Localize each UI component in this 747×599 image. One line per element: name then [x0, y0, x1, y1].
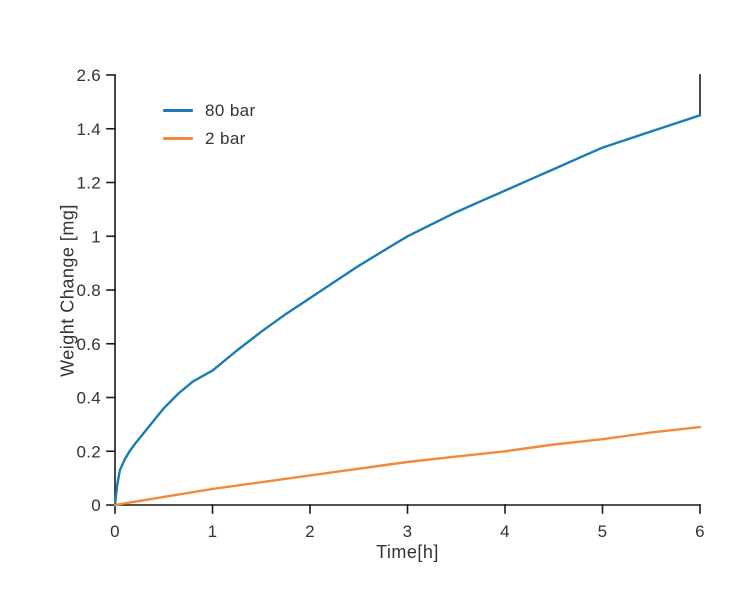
y-tick-label: 1.2	[76, 174, 101, 193]
legend-label-2bar: 2 bar	[205, 128, 246, 148]
series-line-2-bar	[113, 425, 702, 507]
x-tick-label: 2	[305, 522, 315, 541]
y-tick-label: 0	[91, 496, 101, 515]
y-tick-label: 0.6	[76, 335, 101, 354]
legend: 80 bar 2 bar	[163, 100, 256, 149]
legend-item-2bar: 2 bar	[163, 128, 256, 149]
y-tick-label: 0.2	[76, 442, 101, 461]
y-tick-label: 2.6	[76, 66, 101, 85]
y-tick-label: 1.4	[76, 120, 101, 139]
legend-swatch-2bar	[163, 137, 193, 140]
x-tick-label: 1	[208, 522, 218, 541]
y-tick-label: 1	[91, 227, 101, 246]
y-axis-title: Weight Change [mg]	[57, 204, 78, 377]
legend-swatch-80bar	[163, 109, 193, 112]
x-tick-label: 5	[598, 522, 608, 541]
y-tick-label: 0.8	[76, 281, 101, 300]
x-tick-label: 6	[695, 522, 705, 541]
x-axis-title: Time[h]	[376, 542, 439, 562]
x-tick-label: 3	[403, 522, 413, 541]
legend-item-80bar: 80 bar	[163, 100, 256, 121]
x-tick-label: 0	[110, 522, 120, 541]
series-line-80-bar	[113, 114, 702, 507]
legend-label-80bar: 80 bar	[205, 100, 256, 120]
x-tick-label: 4	[500, 522, 510, 541]
y-tick-label: 0.4	[76, 389, 101, 408]
